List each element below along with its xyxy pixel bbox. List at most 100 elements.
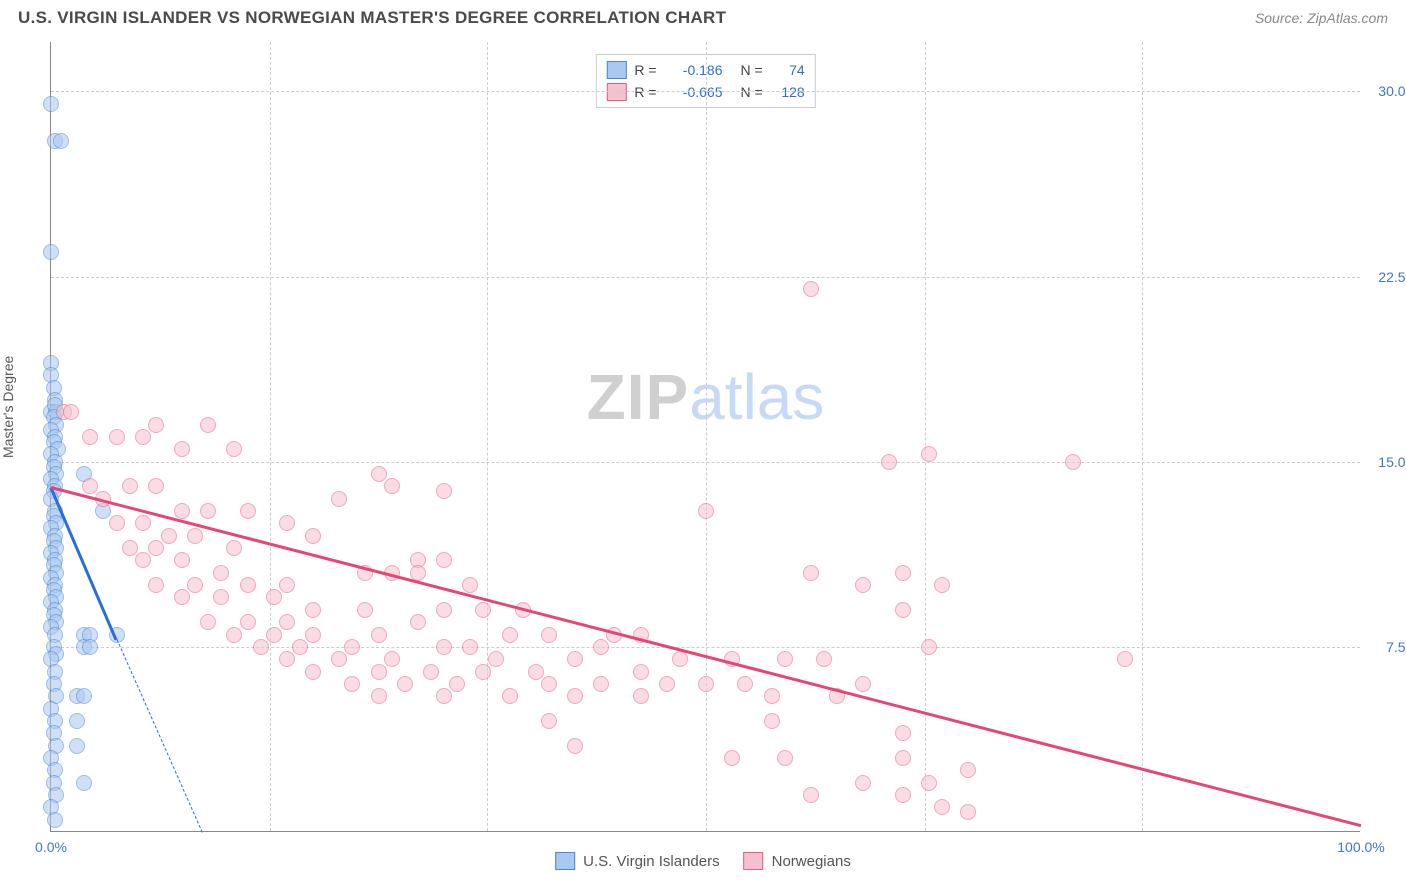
scatter-point	[174, 441, 190, 457]
scatter-point	[240, 614, 256, 630]
scatter-point	[934, 577, 950, 593]
watermark-atlas: atlas	[689, 361, 824, 433]
scatter-point	[436, 483, 452, 499]
scatter-point	[135, 429, 151, 445]
scatter-point	[279, 577, 295, 593]
series-legend: U.S. Virgin IslandersNorwegians	[555, 852, 851, 870]
scatter-point	[240, 503, 256, 519]
scatter-point	[541, 676, 557, 692]
scatter-point	[148, 478, 164, 494]
scatter-point	[384, 478, 400, 494]
scatter-point	[803, 565, 819, 581]
scatter-point	[764, 688, 780, 704]
scatter-point	[803, 787, 819, 803]
scatter-point	[122, 478, 138, 494]
series-legend-item: U.S. Virgin Islanders	[555, 852, 719, 870]
scatter-point	[371, 688, 387, 704]
scatter-point	[69, 738, 85, 754]
scatter-point	[724, 750, 740, 766]
scatter-point	[567, 688, 583, 704]
scatter-point	[344, 639, 360, 655]
scatter-point	[462, 577, 478, 593]
chart-area: Master's Degree ZIPatlas R =-0.186N =74R…	[0, 32, 1406, 884]
watermark-zip: ZIP	[587, 361, 690, 433]
scatter-point	[777, 651, 793, 667]
y-tick-label: 7.5%	[1368, 639, 1406, 655]
grid-line-v	[270, 42, 271, 831]
scatter-point	[567, 738, 583, 754]
scatter-point	[593, 639, 609, 655]
x-tick-label: 0.0%	[35, 839, 67, 855]
scatter-point	[76, 775, 92, 791]
scatter-point	[672, 651, 688, 667]
scatter-point	[921, 639, 937, 655]
scatter-point	[921, 775, 937, 791]
scatter-point	[488, 651, 504, 667]
scatter-point	[135, 515, 151, 531]
x-tick-label: 100.0%	[1337, 839, 1384, 855]
scatter-point	[305, 664, 321, 680]
scatter-point	[174, 552, 190, 568]
scatter-point	[960, 804, 976, 820]
scatter-point	[895, 787, 911, 803]
scatter-point	[475, 602, 491, 618]
scatter-point	[633, 664, 649, 680]
scatter-point	[279, 515, 295, 531]
scatter-point	[593, 676, 609, 692]
scatter-point	[816, 651, 832, 667]
scatter-point	[82, 639, 98, 655]
scatter-point	[200, 503, 216, 519]
scatter-point	[371, 627, 387, 643]
scatter-point	[462, 639, 478, 655]
header: U.S. VIRGIN ISLANDER VS NORWEGIAN MASTER…	[0, 0, 1406, 32]
scatter-point	[502, 627, 518, 643]
scatter-point	[659, 676, 675, 692]
scatter-point	[187, 577, 203, 593]
scatter-point	[371, 466, 387, 482]
scatter-point	[777, 750, 793, 766]
scatter-point	[148, 417, 164, 433]
scatter-point	[187, 528, 203, 544]
scatter-point	[737, 676, 753, 692]
scatter-point	[161, 528, 177, 544]
y-tick-label: 22.5%	[1368, 269, 1406, 285]
scatter-point	[266, 627, 282, 643]
scatter-point	[423, 664, 439, 680]
scatter-point	[895, 725, 911, 741]
scatter-point	[698, 676, 714, 692]
scatter-point	[397, 676, 413, 692]
scatter-point	[174, 589, 190, 605]
scatter-point	[213, 589, 229, 605]
y-axis-label: Master's Degree	[0, 356, 16, 458]
grid-line-v	[487, 42, 488, 831]
scatter-point	[436, 552, 452, 568]
scatter-point	[213, 565, 229, 581]
scatter-point	[698, 503, 714, 519]
scatter-point	[410, 614, 426, 630]
scatter-point	[1117, 651, 1133, 667]
scatter-point	[279, 614, 295, 630]
scatter-point	[344, 676, 360, 692]
scatter-point	[436, 639, 452, 655]
scatter-point	[633, 688, 649, 704]
scatter-point	[921, 446, 937, 462]
scatter-point	[357, 602, 373, 618]
scatter-point	[122, 540, 138, 556]
scatter-point	[895, 602, 911, 618]
y-tick-label: 30.0%	[1368, 83, 1406, 99]
legend-swatch	[744, 852, 764, 870]
scatter-point	[76, 688, 92, 704]
scatter-point	[226, 627, 242, 643]
chart-title: U.S. VIRGIN ISLANDER VS NORWEGIAN MASTER…	[18, 8, 726, 28]
scatter-point	[174, 503, 190, 519]
scatter-point	[960, 762, 976, 778]
scatter-point	[63, 404, 79, 420]
scatter-point	[475, 664, 491, 680]
scatter-point	[53, 133, 69, 149]
scatter-point	[449, 676, 465, 692]
scatter-point	[82, 478, 98, 494]
scatter-point	[200, 614, 216, 630]
scatter-point	[43, 244, 59, 260]
grid-line-v	[706, 42, 707, 831]
scatter-point	[855, 676, 871, 692]
